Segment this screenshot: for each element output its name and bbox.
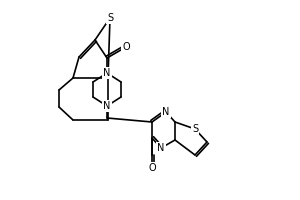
- Text: O: O: [122, 42, 130, 52]
- Text: S: S: [107, 13, 113, 23]
- Text: N: N: [162, 107, 170, 117]
- Text: N: N: [103, 101, 111, 111]
- Text: O: O: [148, 163, 156, 173]
- Text: N: N: [157, 143, 165, 153]
- Text: S: S: [192, 124, 198, 134]
- Text: N: N: [103, 68, 111, 78]
